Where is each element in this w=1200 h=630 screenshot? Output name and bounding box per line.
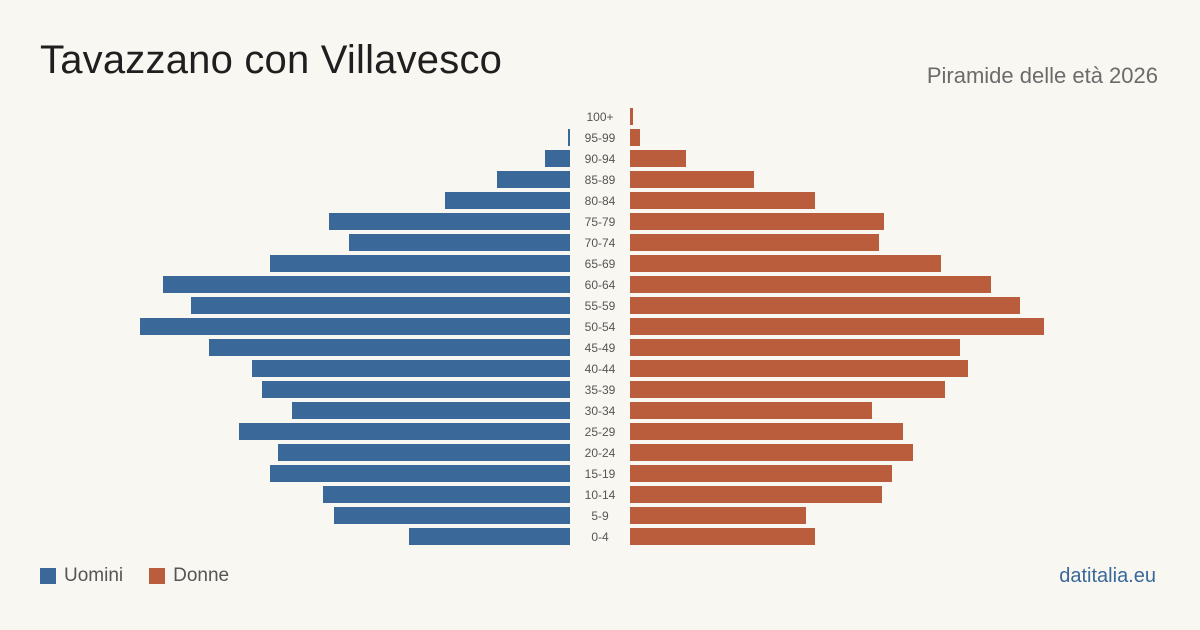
- age-label-0-4: 0-4: [591, 530, 609, 544]
- bar-men-10-14: [323, 486, 570, 503]
- age-label-5-9: 5-9: [591, 509, 609, 523]
- age-label-85-89: 85-89: [585, 173, 616, 187]
- age-label-20-24: 20-24: [585, 446, 616, 460]
- bar-men-30-34: [292, 402, 570, 419]
- age-label-25-29: 25-29: [585, 425, 616, 439]
- bar-men-0-4: [409, 528, 570, 545]
- chart-subtitle: Piramide delle età 2026: [926, 63, 1158, 88]
- bar-men-15-19: [270, 465, 570, 482]
- bar-men-75-79: [329, 213, 570, 230]
- bar-women-45-49: [630, 339, 960, 356]
- age-label-30-34: 30-34: [585, 404, 616, 418]
- bar-women-55-59: [630, 297, 1020, 314]
- bar-men-45-49: [209, 339, 570, 356]
- bar-women-25-29: [630, 423, 903, 440]
- bar-women-50-54: [630, 318, 1044, 335]
- legend-label-women: Donne: [173, 565, 230, 586]
- age-label-65-69: 65-69: [585, 257, 616, 271]
- bar-men-50-54: [140, 318, 570, 335]
- legend: Uomini Donne: [40, 565, 245, 587]
- bar-women-35-39: [630, 381, 945, 398]
- bar-women-70-74: [630, 234, 879, 251]
- bar-men-70-74: [349, 234, 570, 251]
- bar-women-10-14: [630, 486, 882, 503]
- bar-men-95-99: [568, 129, 570, 146]
- brand-link[interactable]: datitalia.eu: [1059, 565, 1156, 587]
- age-label-10-14: 10-14: [585, 488, 616, 502]
- men-bars: [140, 129, 570, 545]
- bar-men-35-39: [262, 381, 570, 398]
- bar-men-20-24: [278, 444, 570, 461]
- bar-women-85-89: [630, 171, 754, 188]
- bar-men-55-59: [191, 297, 570, 314]
- bar-men-40-44: [252, 360, 570, 377]
- age-label-75-79: 75-79: [585, 215, 616, 229]
- age-label-35-39: 35-39: [585, 383, 616, 397]
- age-label-45-49: 45-49: [585, 341, 616, 355]
- age-label-70-74: 70-74: [585, 236, 616, 250]
- age-label-60-64: 60-64: [585, 278, 616, 292]
- legend-item-men: Uomini: [40, 565, 123, 587]
- bar-women-60-64: [630, 276, 991, 293]
- bar-men-90-94: [545, 150, 570, 167]
- legend-swatch-men: [40, 568, 56, 584]
- page-title: Tavazzano con Villavesco: [40, 38, 503, 82]
- bar-women-100plus: [630, 108, 633, 125]
- bar-men-25-29: [239, 423, 570, 440]
- bar-women-75-79: [630, 213, 884, 230]
- bar-women-95-99: [630, 129, 640, 146]
- bar-women-15-19: [630, 465, 892, 482]
- age-labels: 100+ 95-99 90-94 85-89 80-84 75-79 70-74 65-69 6…: [585, 110, 616, 544]
- bar-men-85-89: [497, 171, 570, 188]
- age-label-40-44: 40-44: [585, 362, 616, 376]
- bar-men-60-64: [163, 276, 570, 293]
- bar-men-5-9: [334, 507, 570, 524]
- bar-men-65-69: [270, 255, 570, 272]
- bar-men-80-84: [445, 192, 570, 209]
- age-label-95-99: 95-99: [585, 131, 616, 145]
- women-bars: [630, 108, 1044, 545]
- bar-women-20-24: [630, 444, 913, 461]
- legend-item-women: Donne: [149, 565, 229, 587]
- bar-women-30-34: [630, 402, 872, 419]
- age-label-100plus: 100+: [586, 110, 613, 124]
- age-label-55-59: 55-59: [585, 299, 616, 313]
- age-label-80-84: 80-84: [585, 194, 616, 208]
- age-label-50-54: 50-54: [585, 320, 616, 334]
- bar-women-80-84: [630, 192, 815, 209]
- bar-women-40-44: [630, 360, 968, 377]
- age-label-15-19: 15-19: [585, 467, 616, 481]
- bar-women-0-4: [630, 528, 815, 545]
- bar-women-65-69: [630, 255, 941, 272]
- legend-swatch-women: [149, 568, 166, 584]
- bar-women-90-94: [630, 150, 686, 167]
- legend-label-men: Uomini: [64, 565, 124, 586]
- age-label-90-94: 90-94: [585, 152, 616, 166]
- bar-women-5-9: [630, 507, 806, 524]
